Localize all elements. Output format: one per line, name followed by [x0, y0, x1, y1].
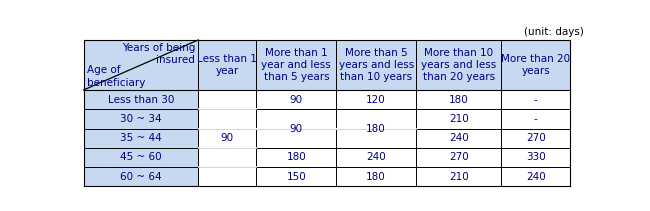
Bar — [84, 109, 198, 128]
Text: 330: 330 — [526, 152, 545, 162]
Text: 150: 150 — [287, 172, 306, 182]
Bar — [256, 90, 336, 109]
Text: -: - — [534, 95, 538, 105]
Bar — [256, 167, 336, 186]
Text: -: - — [534, 114, 538, 124]
Bar — [336, 148, 416, 167]
Bar — [84, 40, 570, 90]
Bar — [501, 167, 570, 186]
Bar — [256, 128, 336, 148]
Text: More than 10
years and less
than 20 years: More than 10 years and less than 20 year… — [421, 47, 497, 82]
Text: 270: 270 — [448, 152, 469, 162]
Text: 90: 90 — [290, 123, 303, 134]
Bar — [501, 90, 570, 109]
Bar — [256, 109, 336, 128]
Text: 180: 180 — [287, 152, 306, 162]
Bar — [416, 90, 501, 109]
Bar — [84, 128, 198, 148]
Text: Less than 1
year: Less than 1 year — [198, 54, 257, 76]
Text: 180: 180 — [366, 172, 386, 182]
Bar — [501, 109, 570, 128]
Text: 60 ~ 64: 60 ~ 64 — [120, 172, 162, 182]
Bar — [501, 148, 570, 167]
Text: 90: 90 — [221, 133, 234, 143]
Bar — [336, 128, 416, 148]
Bar — [416, 128, 501, 148]
Text: 180: 180 — [448, 95, 469, 105]
Bar — [198, 167, 256, 186]
Bar — [501, 128, 570, 148]
Text: 270: 270 — [526, 133, 545, 143]
Text: 120: 120 — [366, 95, 386, 105]
Text: 35 ~ 44: 35 ~ 44 — [120, 133, 162, 143]
Bar — [336, 109, 416, 128]
Bar — [198, 90, 256, 109]
Bar — [198, 128, 256, 148]
Text: 90: 90 — [290, 95, 303, 105]
Bar — [336, 90, 416, 109]
Text: Years of being
insured: Years of being insured — [122, 43, 195, 65]
Text: Less than 30: Less than 30 — [108, 95, 174, 105]
Bar — [256, 148, 336, 167]
Text: 45 ~ 60: 45 ~ 60 — [120, 152, 162, 162]
Text: Age of
beneficiary: Age of beneficiary — [86, 65, 145, 88]
Text: 210: 210 — [448, 172, 469, 182]
Text: 180: 180 — [366, 123, 386, 134]
Text: 30 ~ 34: 30 ~ 34 — [120, 114, 162, 124]
Bar — [198, 109, 256, 128]
Bar — [84, 167, 198, 186]
Bar — [416, 109, 501, 128]
Text: 210: 210 — [448, 114, 469, 124]
Bar — [416, 167, 501, 186]
Text: More than 5
years and less
than 10 years: More than 5 years and less than 10 years — [339, 47, 414, 82]
Text: More than 1
year and less
than 5 years: More than 1 year and less than 5 years — [261, 47, 332, 82]
Text: More than 20
years: More than 20 years — [501, 54, 570, 76]
Bar — [198, 148, 256, 167]
Bar — [84, 148, 198, 167]
Text: 240: 240 — [526, 172, 545, 182]
Bar — [336, 167, 416, 186]
Text: (unit: days): (unit: days) — [524, 27, 584, 37]
Text: 240: 240 — [448, 133, 469, 143]
Bar — [84, 90, 198, 109]
Bar — [416, 148, 501, 167]
Text: 240: 240 — [366, 152, 386, 162]
